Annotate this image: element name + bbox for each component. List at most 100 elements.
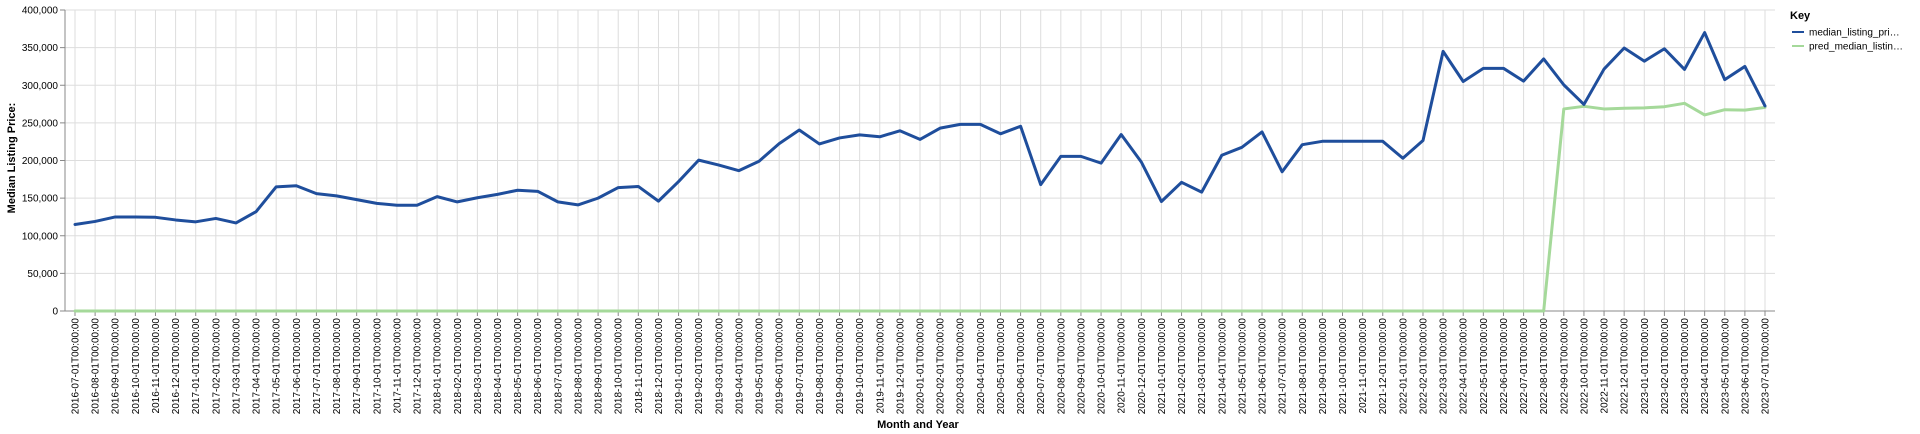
- x-tick-label: 2019-12-01T00:00:00: [895, 318, 906, 415]
- x-tick-label: 2022-01-01T00:00:00: [1398, 318, 1409, 415]
- x-tick-label: 2019-01-01T00:00:00: [674, 318, 685, 415]
- x-tick-label: 2023-06-01T00:00:00: [1740, 318, 1751, 415]
- y-tick-label: 350,000: [22, 43, 59, 54]
- x-tick-label: 2017-03-01T00:00:00: [231, 318, 242, 415]
- legend-items: median_listing_pri… pred_median_listin…: [1792, 28, 1903, 53]
- x-tick-label: 2020-01-01T00:00:00: [916, 318, 927, 415]
- x-tick-label: 2019-06-01T00:00:00: [775, 318, 786, 415]
- x-tick-label: 2022-02-01T00:00:00: [1418, 318, 1429, 415]
- x-tick-label: 2023-01-01T00:00:00: [1640, 318, 1651, 415]
- legend-label: pred_median_listin…: [1809, 42, 1903, 53]
- x-tick-label: 2021-06-01T00:00:00: [1258, 318, 1269, 415]
- x-tick-label: 2017-09-01T00:00:00: [352, 318, 363, 415]
- x-tick-label: 2022-03-01T00:00:00: [1439, 318, 1450, 415]
- x-tick-label: 2017-10-01T00:00:00: [372, 318, 383, 415]
- x-tick-label: 2016-11-01T00:00:00: [151, 318, 162, 414]
- x-tick-label: 2022-04-01T00:00:00: [1459, 318, 1470, 415]
- y-axis-ticks: 0 50,000 100,000 150,000 200,000 250,000 300,0…: [22, 6, 65, 318]
- x-tick-label: 2023-03-01T00:00:00: [1680, 318, 1691, 415]
- x-tick-label: 2018-08-01T00:00:00: [573, 318, 584, 415]
- x-tick-label: 2021-02-01T00:00:00: [1177, 318, 1188, 415]
- x-tick-label: 2018-05-01T00:00:00: [513, 318, 524, 415]
- y-tick-label: 200,000: [22, 156, 59, 167]
- x-tick-label: 2019-10-01T00:00:00: [855, 318, 866, 415]
- x-tick-label: 2018-11-01T00:00:00: [634, 318, 645, 414]
- x-tick-label: 2020-03-01T00:00:00: [956, 318, 967, 415]
- series-line-pred-median-listin: [73, 101, 1767, 313]
- x-tick-label: 2022-09-01T00:00:00: [1559, 318, 1570, 415]
- x-tick-label: 2020-10-01T00:00:00: [1097, 318, 1108, 415]
- x-tick-label: 2020-07-01T00:00:00: [1036, 318, 1047, 415]
- x-tick-label: 2019-04-01T00:00:00: [734, 318, 745, 415]
- y-tick-label: 300,000: [22, 81, 59, 92]
- x-tick-label: 2019-11-01T00:00:00: [875, 318, 886, 414]
- x-tick-label: 2017-02-01T00:00:00: [211, 318, 222, 415]
- x-tick-label: 2022-08-01T00:00:00: [1539, 318, 1550, 415]
- y-tick-label: 50,000: [27, 269, 58, 280]
- x-tick-label: 2017-05-01T00:00:00: [272, 318, 283, 415]
- x-tick-label: 2023-02-01T00:00:00: [1660, 318, 1671, 415]
- x-tick-label: 2020-09-01T00:00:00: [1076, 318, 1087, 415]
- x-tick-label: 2020-08-01T00:00:00: [1056, 318, 1067, 415]
- x-tick-label: 2019-02-01T00:00:00: [694, 318, 705, 415]
- x-tick-label: 2023-04-01T00:00:00: [1700, 318, 1711, 415]
- x-tick-label: 2020-11-01T00:00:00: [1117, 318, 1128, 414]
- x-tick-label: 2021-07-01T00:00:00: [1278, 318, 1289, 415]
- series-lines: [73, 31, 1767, 313]
- x-tick-label: 2017-12-01T00:00:00: [413, 318, 424, 415]
- legend-title: Key: [1790, 10, 1811, 22]
- x-tick-label: 2016-12-01T00:00:00: [171, 318, 182, 415]
- y-tick-label: 150,000: [22, 194, 59, 205]
- x-tick-label: 2019-08-01T00:00:00: [815, 318, 826, 415]
- x-tick-label: 2022-06-01T00:00:00: [1499, 318, 1510, 415]
- x-tick-label: 2022-07-01T00:00:00: [1519, 318, 1530, 415]
- x-tick-label: 2016-07-01T00:00:00: [71, 318, 82, 415]
- x-tick-label: 2021-11-01T00:00:00: [1358, 318, 1369, 414]
- x-tick-label: 2023-07-01T00:00:00: [1761, 318, 1772, 415]
- y-tick-label: 100,000: [22, 231, 59, 242]
- x-tick-label: 2018-04-01T00:00:00: [493, 318, 504, 415]
- y-tick-label: 0: [52, 307, 58, 318]
- x-tick-label: 2017-06-01T00:00:00: [292, 318, 303, 415]
- x-tick-label: 2019-09-01T00:00:00: [835, 318, 846, 415]
- x-tick-label: 2018-06-01T00:00:00: [533, 318, 544, 415]
- x-tick-label: 2021-04-01T00:00:00: [1217, 318, 1228, 415]
- x-axis-ticks: 2016-07-01T00:00:00 2016-08-01T00:00:00 20…: [71, 311, 1772, 414]
- x-tick-label: 2019-03-01T00:00:00: [714, 318, 725, 415]
- x-tick-label: 2017-08-01T00:00:00: [332, 318, 343, 415]
- x-tick-label: 2017-04-01T00:00:00: [252, 318, 263, 415]
- x-tick-label: 2020-02-01T00:00:00: [936, 318, 947, 415]
- grid-lines: [65, 9, 1775, 312]
- x-tick-label: 2016-10-01T00:00:00: [131, 318, 142, 415]
- x-tick-label: 2022-10-01T00:00:00: [1579, 318, 1590, 415]
- y-axis-title: Median Listing Price:: [6, 103, 18, 214]
- x-tick-label: 2018-01-01T00:00:00: [433, 318, 444, 415]
- x-tick-label: 2020-05-01T00:00:00: [996, 318, 1007, 415]
- x-tick-label: 2021-03-01T00:00:00: [1197, 318, 1208, 415]
- x-tick-label: 2022-12-01T00:00:00: [1620, 318, 1631, 415]
- x-tick-label: 2021-09-01T00:00:00: [1318, 318, 1329, 415]
- x-tick-label: 2022-05-01T00:00:00: [1479, 318, 1490, 415]
- y-tick-label: 250,000: [22, 118, 59, 129]
- series-line-median-listing-pri: [73, 31, 1767, 226]
- y-tick-label: 400,000: [22, 6, 59, 17]
- x-tick-label: 2017-07-01T00:00:00: [312, 318, 323, 415]
- x-tick-label: 2016-09-01T00:00:00: [111, 318, 122, 415]
- x-tick-label: 2018-09-01T00:00:00: [594, 318, 605, 415]
- x-tick-label: 2018-12-01T00:00:00: [654, 318, 665, 415]
- x-tick-label: 2021-12-01T00:00:00: [1378, 318, 1389, 415]
- x-tick-label: 2022-11-01T00:00:00: [1600, 318, 1611, 414]
- x-tick-label: 2019-07-01T00:00:00: [795, 318, 806, 415]
- legend: Key median_listing_pri… pred_median_listi…: [1790, 10, 1903, 53]
- x-tick-label: 2019-05-01T00:00:00: [755, 318, 766, 415]
- x-tick-label: 2020-04-01T00:00:00: [976, 318, 987, 415]
- legend-label: median_listing_pri…: [1809, 28, 1900, 39]
- x-tick-label: 2018-03-01T00:00:00: [473, 318, 484, 415]
- x-tick-label: 2020-06-01T00:00:00: [1016, 318, 1027, 415]
- x-tick-label: 2021-05-01T00:00:00: [1237, 318, 1248, 415]
- x-tick-label: 2018-02-01T00:00:00: [453, 318, 464, 415]
- x-axis-title: Month and Year: [877, 419, 959, 431]
- x-tick-label: 2018-10-01T00:00:00: [614, 318, 625, 415]
- x-tick-label: 2021-08-01T00:00:00: [1298, 318, 1309, 415]
